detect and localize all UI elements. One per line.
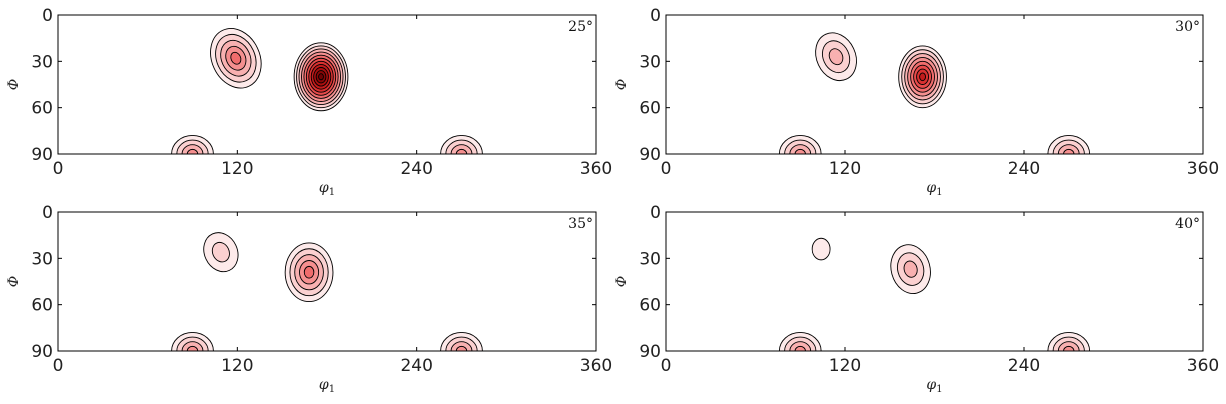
x-tick-label: 240 [400,159,432,179]
y-axis-label: Φ [6,276,22,287]
section-angle-label: 40° [1175,216,1200,232]
peak-3 [171,332,214,351]
contour-level-8 [919,72,926,82]
y-tick-label: 90 [31,342,53,362]
x-tick-label: 240 [1008,356,1040,376]
x-axis-label: φ1 [926,377,942,395]
plot-frame [665,14,1204,155]
panel-25: 0 120 240 360 0 30 60 90 φ1 Φ 25° [6,6,612,198]
y-tick-label: 0 [650,6,661,26]
peak-2 [898,45,947,109]
y-tick-label: 90 [31,145,53,165]
peak-2 [293,42,349,112]
plot-frame [57,211,597,352]
x-axis-label: φ1 [319,180,335,198]
x-tick-label: 0 [661,159,672,179]
y-tick-label: 0 [42,6,53,26]
peak-4 [440,332,483,351]
y-tick-label: 30 [639,52,661,72]
contour-level-3 [828,48,844,66]
contour-level-11 [318,73,324,81]
section-angle-label: 35° [568,216,593,232]
contour-level-2 [211,241,230,263]
contours [171,232,483,351]
peak-4 [1047,332,1091,351]
peak-1 [815,32,857,81]
contours [778,32,1091,154]
section-angle-label: 25° [568,19,593,35]
y-tick-label: 30 [31,52,53,72]
y-tick-label: 60 [31,99,53,119]
x-tick-label: 120 [221,159,253,179]
y-tick-label: 0 [650,203,661,223]
contours [778,237,1091,351]
peak-1 [203,232,239,273]
x-tick-label: 120 [829,159,861,179]
panel-35: 0 120 240 360 0 30 60 90 φ1 Φ 35° [6,203,612,395]
y-axis-label: Φ [6,79,22,90]
y-tick-label: 60 [31,296,53,316]
y-tick-label: 30 [639,249,661,269]
contour-level-1 [811,237,831,261]
x-tick-label: 360 [580,356,612,376]
x-tick-label: 360 [1187,356,1219,376]
plot-frame [665,211,1204,352]
peak-3 [171,135,214,154]
y-tick-label: 0 [42,203,53,223]
x-tick-label: 240 [400,356,432,376]
y-tick-label: 90 [639,145,661,165]
x-tick-label: 360 [1187,159,1219,179]
y-tick-label: 30 [31,249,53,269]
y-tick-label: 60 [639,99,661,119]
peak-1 [210,28,262,89]
panel-40: 0 120 240 360 0 30 60 90 φ1 Φ 40° [614,203,1219,395]
contour-level-5 [230,51,242,65]
contours [171,28,483,154]
section-angle-label: 30° [1175,19,1200,35]
panel-30: 0 120 240 360 0 30 60 90 φ1 Φ 30° [614,6,1219,198]
peak-2 [284,242,334,303]
plot-area [666,212,1203,351]
x-tick-label: 120 [221,356,253,376]
x-tick-label: 360 [580,159,612,179]
x-axis-label: φ1 [926,180,942,198]
y-tick-label: 60 [639,296,661,316]
y-tick-label: 90 [639,342,661,362]
peak-1 [811,237,831,261]
contour-level-3 [903,260,918,278]
y-axis-label: Φ [614,79,630,90]
x-tick-label: 0 [53,356,64,376]
x-tick-label: 0 [53,159,64,179]
x-axis-label: φ1 [319,377,335,395]
peak-2 [890,244,931,294]
peak-3 [778,332,822,351]
y-axis-label: Φ [614,276,630,287]
peak-4 [440,135,483,154]
plot-frame [57,14,597,155]
x-tick-label: 120 [829,356,861,376]
x-tick-label: 0 [661,356,672,376]
x-tick-label: 240 [1008,159,1040,179]
contour-level-5 [303,265,315,279]
